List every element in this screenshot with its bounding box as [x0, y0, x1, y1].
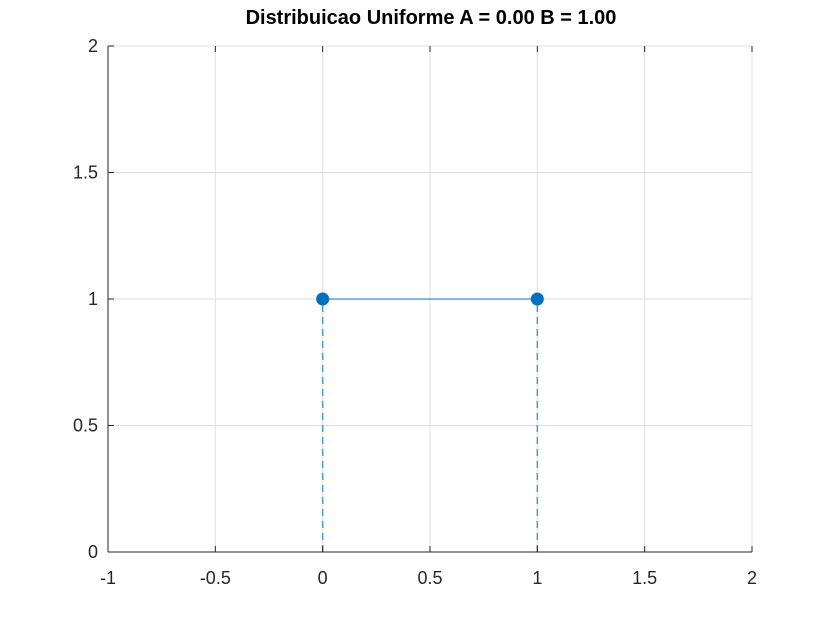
data-point — [316, 292, 330, 306]
x-tick-label: 0.5 — [417, 568, 442, 588]
y-ticks: 0 0.5 1 1.5 2 — [73, 36, 114, 562]
y-tick-label: 2 — [88, 36, 98, 56]
y-tick-label: 1.5 — [73, 163, 98, 183]
x-tick-label: 1.5 — [632, 568, 657, 588]
x-tick-label: -1 — [100, 568, 116, 588]
data-points — [316, 292, 544, 306]
data-point — [530, 292, 544, 306]
y-tick-label: 0 — [88, 542, 98, 562]
x-tick-label: 1 — [532, 568, 542, 588]
x-tick-label: 2 — [747, 568, 757, 588]
x-ticks: -1 -0.5 0 0.5 1 1.5 2 — [100, 46, 757, 588]
y-tick-label: 1 — [88, 289, 98, 309]
stem-lines — [321, 299, 539, 552]
x-tick-label: 0 — [318, 568, 328, 588]
x-tick-label: -0.5 — [200, 568, 231, 588]
chart-title: Distribuicao Uniforme A = 0.00 B = 1.00 — [246, 7, 617, 29]
y-tick-label: 0.5 — [73, 416, 98, 436]
